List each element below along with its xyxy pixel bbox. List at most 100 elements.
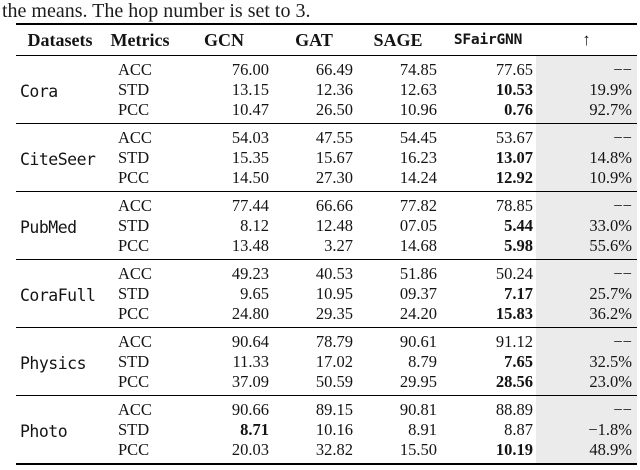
gat-value: 32.82 [315, 440, 353, 459]
gat-value: 78.79 [272, 327, 356, 352]
improvement-value: −− [536, 395, 637, 420]
table-row: STD 8.71 10.16 8.91 8.87 −1.8% [16, 420, 637, 440]
sage-value: 12.63 [399, 80, 437, 99]
gat-value: 10.95 [315, 284, 353, 303]
table-row: Photo ACC 90.66 89.15 90.81 88.89 −− [16, 395, 637, 464]
gat-value: 89.15 [272, 395, 356, 420]
improvement-value: −− [536, 259, 637, 284]
sfairgnn-value: 10.53 [495, 80, 533, 99]
metric-label: ACC [104, 327, 176, 352]
gcn-value: 76.00 [231, 60, 269, 79]
gat-value: 29.35 [315, 304, 353, 323]
sage-value: 15.50 [399, 440, 437, 459]
gat-value: 47.55 [272, 123, 356, 148]
gat-value: 66.66 [272, 191, 356, 216]
gat-value: 50.59 [315, 372, 353, 391]
sage-value: 54.45 [356, 123, 440, 148]
gcn-value: 11.33 [232, 352, 269, 371]
results-table: Datasets Metrics GCN GAT SAGE SFairGNN ↑… [16, 23, 637, 465]
gat-value: 15.67 [315, 148, 353, 167]
gat-value: 10.16 [315, 420, 353, 439]
improvement-value: 55.6% [536, 236, 637, 260]
metric-label: ACC [118, 60, 152, 79]
gcn-value: 37.09 [231, 372, 269, 391]
group-citeseer: CiteSeer ACC 54.03 47.55 54.45 53.67 −− … [16, 123, 637, 192]
sage-value: 14.24 [399, 168, 437, 187]
gat-value: 66.49 [315, 60, 353, 79]
sage-value: 8.91 [408, 420, 437, 439]
sfairgnn-value: 0.76 [504, 100, 533, 119]
sfairgnn-value: 5.98 [504, 236, 533, 255]
gcn-value: 13.48 [231, 236, 269, 255]
metric-label: PCC [118, 372, 150, 391]
header-sage: SAGE [356, 24, 440, 56]
gcn-value: 8.12 [240, 216, 269, 235]
header-metrics: Metrics [104, 24, 176, 56]
sage-value: 09.37 [399, 284, 437, 303]
table-row: STD 11.33 17.02 8.79 7.65 32.5% [16, 352, 637, 372]
table-row: STD 13.15 12.36 12.63 10.53 19.9% [16, 80, 637, 100]
improvement-value: −1.8% [536, 420, 637, 440]
metric-label: STD [118, 216, 150, 235]
metric-label: STD [118, 352, 150, 371]
gcn-value: 77.44 [176, 191, 272, 216]
metric-label: ACC [104, 259, 176, 284]
sfairgnn-value: 13.07 [495, 148, 533, 167]
header-gat: GAT [272, 24, 356, 56]
metric-label: PCC [118, 236, 150, 255]
gcn-value: 13.15 [231, 80, 269, 99]
table-row: PCC 24.80 29.35 24.20 15.83 36.2% [16, 304, 637, 328]
improvement-value: 48.9% [536, 440, 637, 464]
dataset-name: Photo [16, 395, 104, 464]
improvement-value: 14.8% [536, 148, 637, 168]
table-row: PCC 37.09 50.59 29.95 28.56 23.0% [16, 372, 637, 396]
sfairgnn-value: 28.56 [495, 372, 533, 391]
sfairgnn-value: 5.44 [504, 216, 533, 235]
gat-value: 12.36 [315, 80, 353, 99]
gat-value: 17.02 [315, 352, 353, 371]
sfairgnn-value: 77.65 [495, 60, 533, 79]
dataset-name: CoraFull [16, 259, 104, 328]
metric-label: ACC [104, 191, 176, 216]
gat-value: 27.30 [315, 168, 353, 187]
group-photo: Photo ACC 90.66 89.15 90.81 88.89 −− STD… [16, 395, 637, 464]
table-row: PubMed ACC 77.44 66.66 77.82 78.85 −− [16, 191, 637, 260]
sfairgnn-value: 7.17 [504, 284, 533, 303]
table-row: STD 8.12 12.48 07.05 5.44 33.0% [16, 216, 637, 236]
sage-value: 8.79 [408, 352, 437, 371]
improvement-value: 23.0% [536, 372, 637, 396]
up-arrow-icon: ↑ [536, 24, 637, 56]
gcn-value: 90.66 [176, 395, 272, 420]
gat-value: 12.48 [315, 216, 353, 235]
improvement-value: 33.0% [536, 216, 637, 236]
dataset-name: Cora [20, 81, 58, 101]
gcn-value: 15.35 [231, 148, 269, 167]
sage-value: 51.86 [356, 259, 440, 284]
table-row: PCC 10.47 26.50 10.96 0.76 92.7% [16, 100, 637, 124]
table-row: Physics ACC 90.64 78.79 90.61 91.12 −− [16, 327, 637, 396]
sage-value: 10.96 [399, 100, 437, 119]
header-sfairgnn: SFairGNN [440, 24, 536, 56]
gcn-value: 90.64 [176, 327, 272, 352]
caption-text: the means. The hop number is set to 3. [2, 0, 311, 22]
gcn-value: 10.47 [231, 100, 269, 119]
sage-value: 16.23 [399, 148, 437, 167]
gcn-value: 24.80 [231, 304, 269, 323]
sage-value: 07.05 [399, 216, 437, 235]
gat-value: 26.50 [315, 100, 353, 119]
gcn-value: 20.03 [231, 440, 269, 459]
sfairgnn-value: 88.89 [440, 395, 536, 420]
group-corafull: CoraFull ACC 49.23 40.53 51.86 50.24 −− … [16, 259, 637, 328]
gcn-value: 9.65 [240, 284, 269, 303]
sfairgnn-value: 50.24 [440, 259, 536, 284]
table-row: STD 15.35 15.67 16.23 13.07 14.8% [16, 148, 637, 168]
gcn-value: 54.03 [176, 123, 272, 148]
header-gcn: GCN [176, 24, 272, 56]
metric-label: ACC [104, 123, 176, 148]
metric-label: PCC [118, 100, 150, 119]
dataset-name: PubMed [16, 191, 104, 260]
table-row: PCC 20.03 32.82 15.50 10.19 48.9% [16, 440, 637, 464]
gcn-value: 14.50 [231, 168, 269, 187]
sage-value: 77.82 [356, 191, 440, 216]
header-datasets: Datasets [16, 24, 104, 56]
